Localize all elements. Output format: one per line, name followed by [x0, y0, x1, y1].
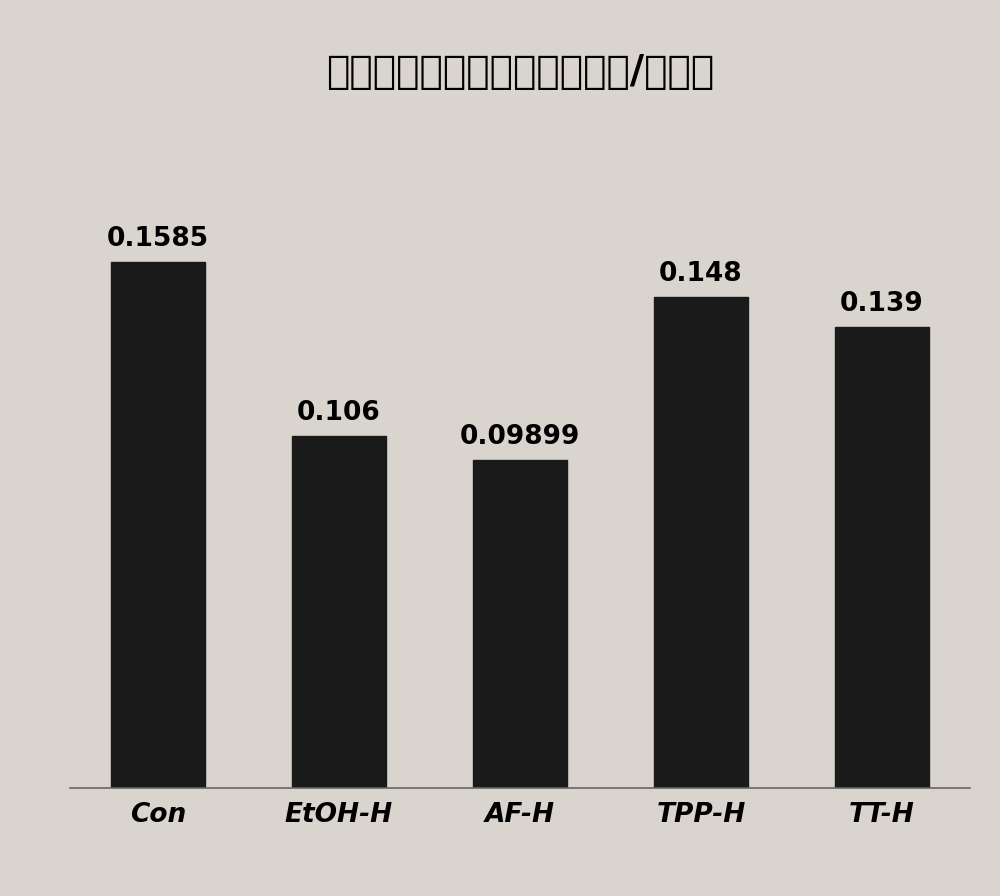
Bar — [835, 327, 929, 788]
Text: 0.148: 0.148 — [659, 261, 743, 287]
Text: 0.1585: 0.1585 — [107, 226, 209, 252]
Bar — [473, 460, 567, 788]
Bar — [292, 436, 386, 788]
Bar — [654, 297, 748, 788]
Text: 0.139: 0.139 — [840, 291, 924, 317]
Text: 0.106: 0.106 — [297, 401, 381, 426]
Text: 0.09899: 0.09899 — [460, 424, 580, 450]
Title: 高剂量药物作用后血栓（干重/始重）: 高剂量药物作用后血栓（干重/始重） — [326, 53, 714, 90]
Bar — [111, 262, 205, 788]
